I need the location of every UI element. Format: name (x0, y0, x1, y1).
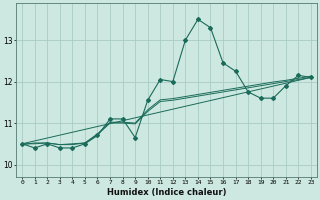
X-axis label: Humidex (Indice chaleur): Humidex (Indice chaleur) (107, 188, 226, 197)
